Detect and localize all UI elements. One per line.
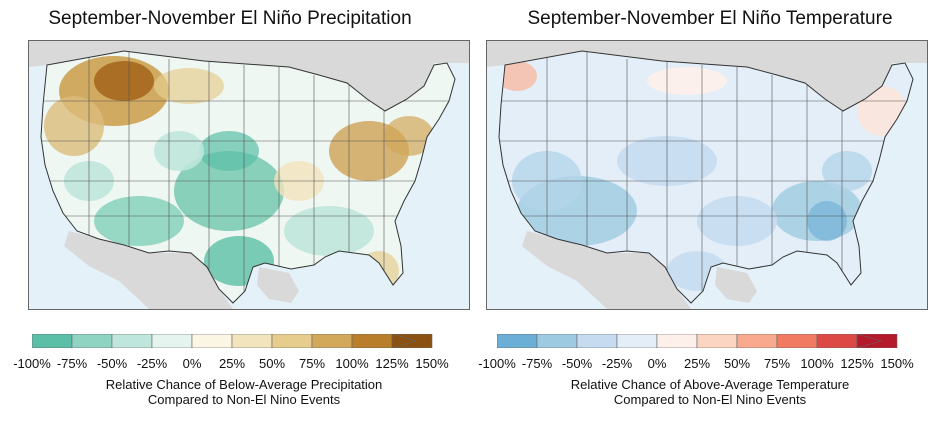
temperature-caption-line1: Relative Chance of Above-Average Tempera…: [570, 377, 850, 392]
precipitation-map-title: September-November El Niño Precipitation: [48, 8, 412, 29]
temperature-colorbar-tick-label: -100%: [478, 356, 516, 371]
precipitation-colorbar-tick-label: 150%: [415, 356, 449, 371]
temperature-colorbar-bin: [696, 334, 738, 348]
precipitation-caption: Relative Chance of Below-Average Precipi…: [14, 377, 474, 407]
temperature-colorbar: [497, 334, 898, 348]
precipitation-colorbar-arrow: [391, 334, 418, 348]
temperature-colorbar-bin: [536, 334, 578, 348]
precipitation-colorbar: [32, 334, 433, 348]
precipitation-caption-line2: Compared to Non-El Nino Events: [147, 392, 341, 407]
temperature-colorbar-bin: [736, 334, 778, 348]
temperature-caption: Relative Chance of Above-Average Tempera…: [480, 377, 940, 407]
mexico-landmass: [64, 231, 233, 309]
precipitation-colorbar-tick-label: -25%: [136, 356, 168, 371]
precipitation-colorbar-tick-label: 25%: [218, 356, 246, 371]
precipitation-colorbar-ticks: -100% -75% -50% -25% 0% 25% 50% 75% 100% 125% 150%: [13, 356, 448, 372]
precipitation-colorbar-tick-label: 0%: [182, 356, 202, 371]
precipitation-colorbar-tick-label: -100%: [13, 356, 51, 371]
us-outline: [40, 50, 456, 304]
precipitation-colorbar-bin: [311, 334, 353, 348]
state-boundaries: [499, 51, 913, 291]
temperature-colorbar-tick-label: -50%: [561, 356, 593, 371]
precipitation-colorbar-bin: [271, 334, 313, 348]
precipitation-colorbar-tick-label: 50%: [258, 356, 286, 371]
temperature-map: [486, 40, 928, 310]
precipitation-colorbar-tick-label: 75%: [298, 356, 326, 371]
temperature-colorbar-ticks: -100% -75% -50% -25% 0% 25% 50% 75% 100% 125% 150%: [478, 356, 913, 372]
temperature-colorbar-tick-label: 75%: [763, 356, 791, 371]
temperature-colorbar-bin: [497, 334, 538, 348]
canada-landmass: [487, 41, 927, 111]
temperature-colorbar-bin: [616, 334, 658, 348]
temperature-colorbar-bin: [656, 334, 698, 348]
temperature-colorbar-tick-label: 25%: [683, 356, 711, 371]
temperature-colorbar-bin: [776, 334, 818, 348]
canada-landmass: [29, 41, 469, 111]
yucatan-landmass: [715, 267, 757, 303]
temperature-colorbar-bin: [576, 334, 618, 348]
temperature-colorbar-tick-label: -25%: [601, 356, 633, 371]
precipitation-panel: September-November El Niño Precipitation: [0, 0, 470, 421]
temperature-colorbar-tick-label: 125%: [840, 356, 874, 371]
temperature-map-svg: [487, 41, 927, 309]
temperature-colorbar-tick-label: 100%: [800, 356, 834, 371]
precipitation-colorbar-bin: [71, 334, 113, 348]
precipitation-caption-line1: Relative Chance of Below-Average Precipi…: [105, 377, 383, 392]
temperature-colorbar-bin: [816, 334, 858, 348]
precipitation-colorbar-bin: [32, 334, 73, 348]
temperature-colorbar-tick-label: -75%: [521, 356, 553, 371]
temperature-panel: September-November El Niño Temperature: [478, 0, 940, 421]
mexico-landmass: [522, 231, 691, 309]
precipitation-map-svg: [29, 41, 469, 309]
temperature-colorbar-arrow: [856, 334, 883, 348]
temperature-colorbar-tick-label: 0%: [647, 356, 667, 371]
precipitation-colorbar-tick-label: 100%: [335, 356, 369, 371]
temperature-caption-line2: Compared to Non-El Nino Events: [613, 392, 807, 407]
temperature-colorbar-tick-label: 50%: [723, 356, 751, 371]
us-outline: [498, 50, 914, 304]
precipitation-colorbar-bin: [231, 334, 273, 348]
precipitation-colorbar-tick-label: 125%: [375, 356, 409, 371]
precipitation-colorbar-tick-label: -50%: [96, 356, 128, 371]
precipitation-colorbar-bin: [111, 334, 153, 348]
precipitation-colorbar-tick-label: -75%: [56, 356, 88, 371]
precipitation-colorbar-bin: [351, 334, 393, 348]
yucatan-landmass: [257, 267, 299, 303]
temperature-colorbar-tick-label: 150%: [880, 356, 914, 371]
precipitation-map: [28, 40, 470, 310]
temperature-map-title: September-November El Niño Temperature: [527, 8, 893, 29]
precipitation-colorbar-bin: [151, 334, 193, 348]
precipitation-colorbar-bin: [191, 334, 233, 348]
